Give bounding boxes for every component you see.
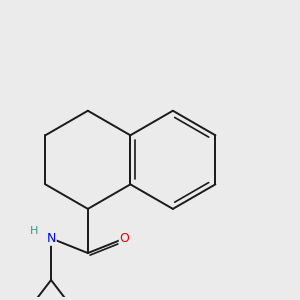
Text: H: H <box>30 226 38 236</box>
Text: N: N <box>46 232 56 245</box>
Text: O: O <box>120 232 130 245</box>
